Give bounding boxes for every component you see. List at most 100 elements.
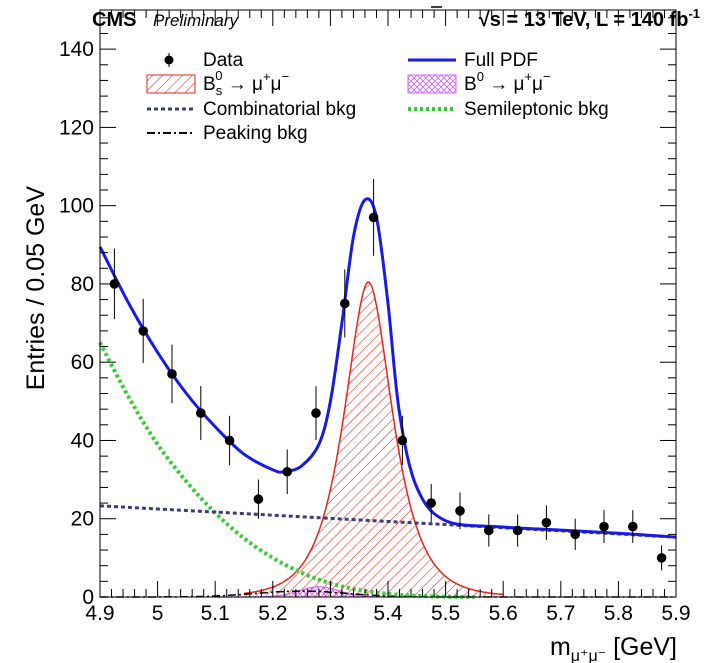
legend-b0-part: 0 — [477, 69, 484, 84]
x-tick-label: 5.9 — [661, 602, 690, 625]
legend-bs-part: → μ — [222, 74, 263, 95]
data-point — [628, 510, 638, 543]
y-axis-title: Entries / 0.05 GeV — [22, 186, 50, 391]
y-tick-label: 120 — [59, 116, 94, 139]
y-tick-label: 100 — [59, 195, 94, 218]
combinatorial-bkg-curve — [99, 504, 677, 539]
x-title-main: m — [550, 633, 571, 661]
legend-bs-label: Bs0 → μ+μ− — [203, 68, 289, 98]
bs-signal-curve — [243, 281, 504, 596]
legend: Data Full PDF Bs0 → μ+μ− B0 → μ+μ− Combi… — [146, 50, 609, 144]
data-point — [599, 510, 609, 543]
x-tick-label: 5.8 — [604, 602, 633, 625]
semileptonic-bkg-curve — [98, 341, 475, 599]
data-point-marker — [138, 326, 148, 336]
legend-data-marker — [164, 55, 174, 65]
x-title-sub: μ⁺μ⁻ — [571, 648, 606, 663]
data-point — [570, 518, 580, 551]
data-point-marker — [224, 435, 235, 446]
legend-b0-part: B — [464, 74, 477, 95]
x-tick-label: 5.7 — [546, 602, 575, 625]
data-point-marker — [599, 521, 609, 532]
data-point — [340, 269, 350, 338]
data-point — [512, 514, 523, 547]
lumi-exponent: -1 — [688, 6, 700, 21]
x-axis-title: mμ⁺μ⁻ [GeV] — [550, 633, 677, 663]
y-tick-label: 20 — [71, 508, 94, 531]
y-tick-label: 60 — [71, 351, 94, 374]
data-point-marker — [196, 408, 206, 418]
legend-full-label: Full PDF — [464, 50, 538, 71]
legend-b0-swatch — [407, 74, 457, 94]
data-point — [224, 415, 235, 466]
legend-bs-swatch — [146, 74, 196, 94]
x-tick-label: 5.1 — [201, 602, 230, 625]
data-point — [167, 344, 177, 404]
data-point-marker — [455, 506, 465, 516]
legend-b0-part: − — [543, 69, 551, 84]
data-point — [196, 386, 206, 441]
data-point-marker — [512, 525, 523, 536]
legend-data-label: Data — [203, 50, 244, 71]
data-point — [253, 479, 264, 519]
legend-bs-part: 0 — [215, 68, 222, 83]
bs-signal-fill — [244, 282, 504, 597]
data-point — [397, 415, 408, 466]
x-tick-label: 5.5 — [431, 602, 460, 625]
legend-bs-part: μ — [271, 74, 282, 95]
axis-ticks: 4.9 5 5.1 5.2 5.3 5.4 5.5 5.6 5.7 5.8 5.9 0 20 40 60 80… — [59, 10, 691, 625]
data-point-marker — [311, 408, 321, 418]
legend-peak-label: Peaking bkg — [203, 123, 308, 144]
x-tick-label: 5.3 — [316, 602, 345, 625]
x-tick-label: 5.6 — [489, 602, 518, 625]
legend-bs-part: B — [203, 74, 216, 95]
legend-bs-part: − — [281, 69, 289, 84]
experiment-label: CMS — [92, 9, 136, 31]
legend-b0-part: μ — [532, 74, 543, 95]
y-tick-label: 0 — [82, 586, 94, 609]
data-point — [656, 545, 667, 571]
data-point — [368, 179, 379, 256]
data-point-marker — [282, 466, 293, 477]
data-point-marker — [253, 494, 264, 504]
data-point — [311, 386, 321, 441]
legend-b0-label: B0 → μ+μ− — [464, 69, 551, 95]
legend-comb-label: Combinatorial bkg — [203, 99, 356, 120]
legend-semi-label: Semileptonic bkg — [464, 99, 609, 120]
legend-b0-part: → μ — [484, 74, 525, 95]
lumi-main: s = 13 TeV, L = 140 fb — [490, 9, 689, 31]
data-point — [282, 449, 293, 495]
lumi-sqrt: √ — [479, 9, 491, 31]
data-point-marker — [340, 298, 350, 309]
data-point-marker — [426, 498, 437, 508]
legend-bs-part: + — [263, 69, 271, 84]
data-point-marker — [397, 435, 408, 446]
x-tick-label: 5 — [152, 602, 164, 625]
y-tick-label: 40 — [71, 429, 94, 452]
data-point — [138, 298, 148, 363]
data-point — [455, 492, 465, 530]
data-point-marker — [541, 517, 552, 528]
data-point — [484, 514, 494, 547]
x-tick-label: 4.9 — [85, 602, 114, 625]
x-title-unit: [GeV] — [606, 633, 677, 661]
data-point-marker — [656, 553, 667, 563]
x-tick-label: 5.4 — [373, 602, 403, 625]
legend-b0-part: + — [524, 69, 532, 84]
data-point — [541, 505, 552, 540]
data-point-marker — [570, 529, 580, 540]
lumi-label: √s = 13 TeV, L = 140 fb-1 — [479, 6, 700, 31]
data-point — [426, 483, 437, 523]
x-tick-label: 5.2 — [258, 602, 287, 625]
data-point-marker — [484, 525, 494, 536]
b0-signal-fill — [215, 586, 417, 597]
data-point-marker — [368, 212, 379, 223]
y-tick-label: 140 — [59, 38, 94, 61]
legend-bs-part: s — [216, 83, 223, 98]
status-label: Preliminary — [153, 11, 240, 30]
signal-fills — [215, 282, 504, 597]
data-point-marker — [167, 369, 177, 379]
data-point-marker — [628, 521, 638, 532]
y-tick-label: 80 — [71, 273, 94, 296]
